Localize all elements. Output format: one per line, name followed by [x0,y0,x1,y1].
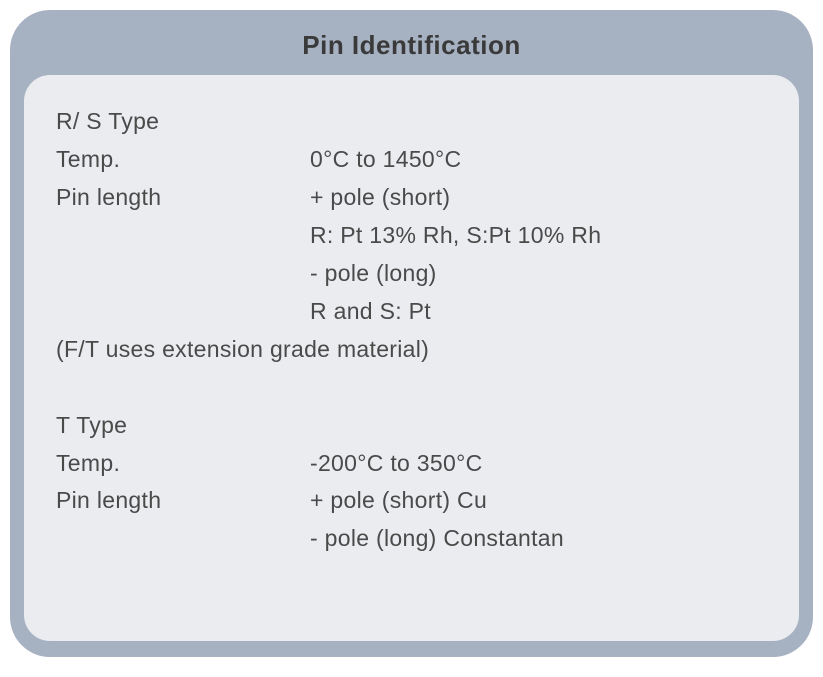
rs-pin-value1: + pole (short) [310,179,775,217]
rs-heading: R/ S Type [56,103,310,141]
empty [56,255,310,293]
t-pin-row2: - pole (long) Constantan [56,520,775,558]
info-card: Pin Identification R/ S Type Temp. 0°C t… [10,10,813,657]
rs-pin-row4: R and S: Pt [56,293,775,331]
t-pin-row1: Pin length + pole (short) Cu [56,482,775,520]
empty [56,217,310,255]
section-spacer [56,369,775,407]
t-temp-row: Temp. -200°C to 350°C [56,445,775,483]
rs-pin-row3: - pole (long) [56,255,775,293]
rs-pin-row2: R: Pt 13% Rh, S:Pt 10% Rh [56,217,775,255]
t-temp-value: -200°C to 350°C [310,445,775,483]
rs-note: (F/T uses extension grade material) [56,331,775,369]
rs-note-row: (F/T uses extension grade material) [56,331,775,369]
empty [310,103,775,141]
rs-heading-row: R/ S Type [56,103,775,141]
rs-temp-value: 0°C to 1450°C [310,141,775,179]
rs-pin-row1: Pin length + pole (short) [56,179,775,217]
rs-pin-value4: R and S: Pt [310,293,775,331]
empty [56,520,310,558]
rs-temp-label: Temp. [56,141,310,179]
rs-temp-row: Temp. 0°C to 1450°C [56,141,775,179]
t-temp-label: Temp. [56,445,310,483]
t-pin-value1: + pole (short) Cu [310,482,775,520]
empty [310,407,775,445]
rs-pin-value3: - pole (long) [310,255,775,293]
rs-pin-value2: R: Pt 13% Rh, S:Pt 10% Rh [310,217,775,255]
empty [56,293,310,331]
t-pin-label: Pin length [56,482,310,520]
t-heading-row: T Type [56,407,775,445]
card-body: R/ S Type Temp. 0°C to 1450°C Pin length… [24,75,799,641]
rs-pin-label: Pin length [56,179,310,217]
t-pin-value2: - pole (long) Constantan [310,520,775,558]
t-heading: T Type [56,407,310,445]
card-title: Pin Identification [24,24,799,75]
